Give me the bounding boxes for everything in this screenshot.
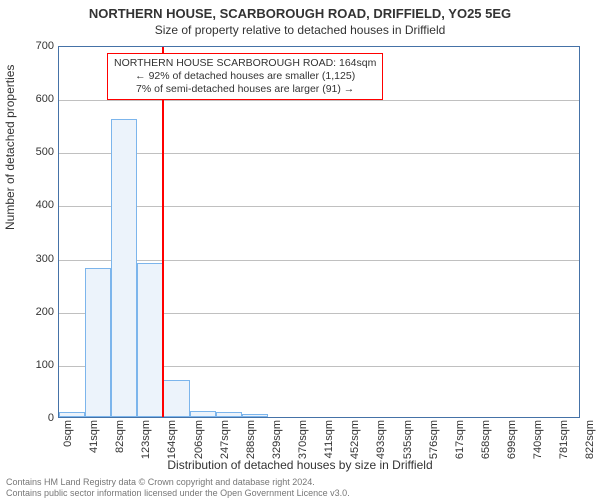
attribution-line: Contains public sector information licen… [6,488,350,498]
chart-plot-area: NORTHERN HOUSE SCARBOROUGH ROAD: 164sqm←… [58,46,580,418]
attribution-line: Contains HM Land Registry data © Crown c… [6,477,350,487]
annotation-line: 7% of semi-detached houses are larger (9… [114,83,376,96]
x-tick-label: 411sqm [323,420,335,470]
x-tick-label: 288sqm [245,420,257,470]
x-tick-label: 740sqm [532,420,544,470]
y-tick-label: 100 [24,359,54,371]
x-tick-label: 535sqm [402,420,414,470]
x-tick-label: 329sqm [271,420,283,470]
histogram-bar [59,412,85,417]
y-tick-label: 400 [24,199,54,211]
x-tick-label: 41sqm [88,420,100,470]
y-tick-label: 600 [24,93,54,105]
y-axis-label: Number of detached properties [3,65,17,230]
x-tick-label: 822sqm [584,420,596,470]
annotation-line: ← 92% of detached houses are smaller (1,… [114,70,376,83]
x-tick-label: 781sqm [558,420,570,470]
x-tick-label: 617sqm [454,420,466,470]
histogram-bar [163,380,190,417]
y-tick-label: 500 [24,146,54,158]
x-tick-label: 123sqm [140,420,152,470]
x-tick-label: 164sqm [166,420,178,470]
x-tick-label: 699sqm [506,420,518,470]
x-tick-label: 493sqm [375,420,387,470]
y-tick-label: 300 [24,253,54,265]
x-tick-label: 370sqm [297,420,309,470]
annotation-box: NORTHERN HOUSE SCARBOROUGH ROAD: 164sqm←… [107,53,383,100]
chart-title-block: NORTHERN HOUSE, SCARBOROUGH ROAD, DRIFFI… [0,0,600,37]
y-tick-label: 0 [24,412,54,424]
x-tick-label: 247sqm [219,420,231,470]
x-tick-label: 82sqm [114,420,126,470]
y-tick-label: 700 [24,40,54,52]
chart-title-main: NORTHERN HOUSE, SCARBOROUGH ROAD, DRIFFI… [0,6,600,21]
x-tick-label: 0sqm [62,420,74,470]
histogram-bar [190,411,216,417]
x-tick-label: 452sqm [349,420,361,470]
x-tick-label: 206sqm [193,420,205,470]
histogram-bar [216,412,242,417]
annotation-line: NORTHERN HOUSE SCARBOROUGH ROAD: 164sqm [114,57,376,70]
attribution-text: Contains HM Land Registry data © Crown c… [6,477,350,498]
histogram-bar [111,119,137,417]
histogram-bar [242,414,268,417]
chart-title-sub: Size of property relative to detached ho… [0,23,600,37]
histogram-bar [137,263,163,417]
y-tick-label: 200 [24,306,54,318]
x-tick-label: 658sqm [480,420,492,470]
reference-line [162,47,164,417]
histogram-bar [85,268,111,417]
x-tick-label: 576sqm [428,420,440,470]
